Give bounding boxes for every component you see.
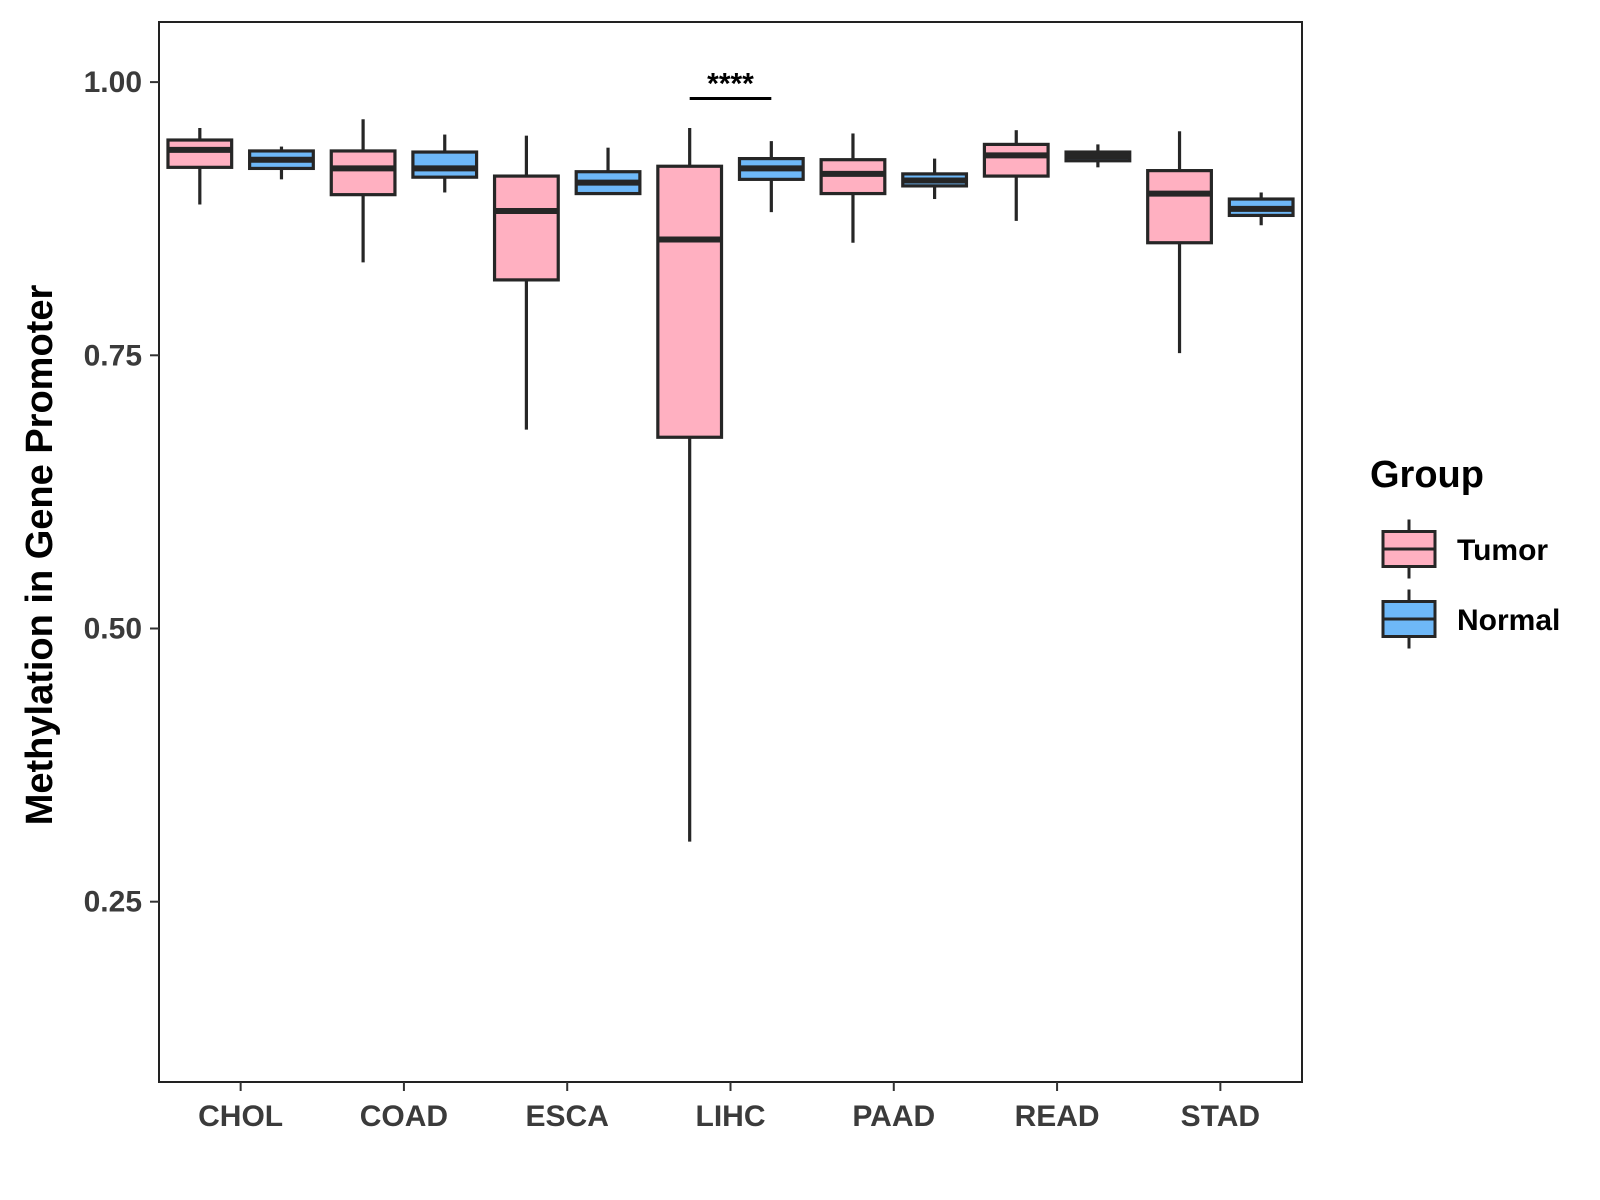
- box-iqr: [166, 138, 234, 169]
- box-iqr: [982, 142, 1050, 178]
- box-normal-coad: [411, 134, 479, 193]
- box-iqr: [492, 174, 560, 282]
- box-normal-chol: [248, 146, 315, 180]
- y-tick-label: 0.25: [84, 886, 142, 919]
- legend-item-label: Normal: [1457, 604, 1560, 637]
- box-normal-stad: [1227, 192, 1295, 226]
- y-axis: 0.25 0.50 0.75 1.00: [84, 66, 159, 919]
- x-axis: CHOL COAD ESCA LIHC PAAD READ STAD: [198, 1082, 1260, 1133]
- plot-panel: [158, 21, 1303, 1083]
- legend-item-normal: Normal: [1381, 589, 1560, 649]
- box-iqr: [411, 150, 479, 179]
- box-normal-lihc: [737, 141, 805, 213]
- box-tumor-coad: [329, 119, 397, 263]
- x-tick-label: ESCA: [526, 1100, 609, 1133]
- legend-item-label: Tumor: [1457, 534, 1548, 567]
- box-iqr: [1146, 169, 1213, 245]
- x-tick-label: CHOL: [198, 1100, 283, 1133]
- x-tick-label: STAD: [1181, 1100, 1260, 1133]
- box-tumor-read: [982, 130, 1050, 221]
- x-tick-label: LIHC: [696, 1100, 766, 1133]
- box-tumor-chol: [166, 128, 234, 205]
- x-tick-label: COAD: [360, 1100, 448, 1133]
- y-tick-label: 1.00: [84, 66, 142, 99]
- box-tumor-paad: [819, 133, 887, 243]
- x-tick-label: READ: [1015, 1100, 1100, 1133]
- y-axis-title: Methylation in Gene Promoter: [19, 285, 61, 826]
- box-normal-esca: [574, 147, 642, 196]
- x-tick-label: PAAD: [852, 1100, 935, 1133]
- box-iqr: [329, 149, 397, 197]
- y-tick-label: 0.75: [84, 339, 142, 372]
- legend-title: Group: [1370, 454, 1484, 496]
- legend-item-tumor: Tumor: [1381, 519, 1548, 579]
- box-tumor-lihc: [656, 128, 724, 842]
- significance-label: ****: [707, 67, 754, 100]
- box-normal-read: [1064, 144, 1132, 168]
- box-tumor-stad: [1146, 131, 1213, 354]
- box-normal-paad: [901, 158, 969, 200]
- significance-annotations: ****: [689, 67, 772, 100]
- legend: Group Tumor Normal: [1370, 454, 1560, 649]
- y-tick-label: 0.50: [84, 612, 142, 645]
- box-iqr: [656, 164, 724, 439]
- box-tumor-esca: [492, 135, 560, 430]
